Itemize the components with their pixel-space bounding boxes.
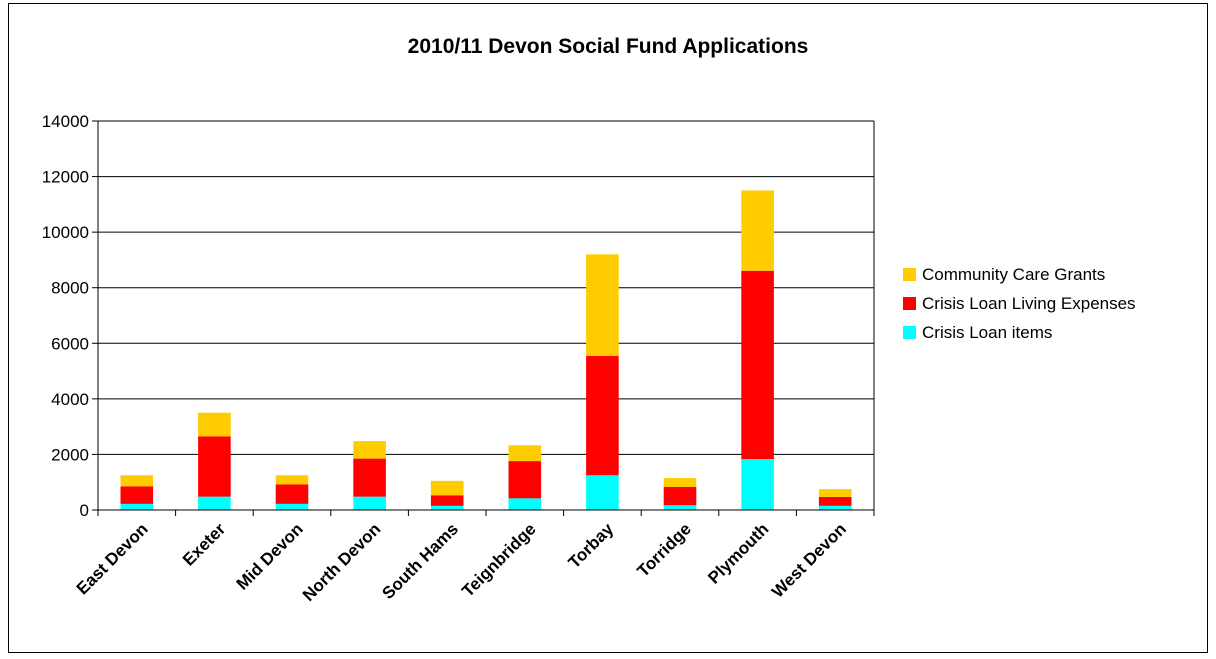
y-tick-label: 14000: [42, 112, 89, 131]
x-tick-label: Mid Devon: [233, 519, 307, 593]
x-tick-label: South Hams: [378, 519, 462, 603]
bar-segment: [430, 480, 464, 496]
legend-label: Crisis Loan items: [922, 323, 1052, 342]
y-tick-label: 8000: [51, 279, 89, 298]
bar-segment: [120, 475, 154, 487]
bar-segment: [198, 436, 231, 497]
x-tick-label: Plymouth: [704, 519, 772, 587]
y-tick-label: 0: [80, 501, 89, 520]
x-tick-label: Teignbridge: [458, 519, 539, 600]
bar-segment: [275, 484, 309, 504]
y-tick-label: 4000: [51, 390, 89, 409]
bar-segment: [353, 458, 386, 497]
bar-segment: [120, 503, 154, 510]
bar-segment: [586, 475, 619, 510]
bar-segment: [818, 505, 852, 510]
legend: Community Care Grants Crisis Loan Living …: [903, 265, 1136, 342]
x-tick-label: West Devon: [768, 519, 850, 601]
y-tick-label: 10000: [42, 223, 89, 242]
x-tick-label: East Devon: [73, 519, 152, 598]
bar-segment: [818, 489, 852, 497]
bar-segment: [508, 498, 542, 510]
bar-segment: [508, 445, 542, 462]
x-tick-label: Torridge: [634, 519, 695, 580]
bar-segment: [353, 496, 386, 510]
x-tick-label: Exeter: [179, 519, 229, 569]
chart-title: 2010/11 Devon Social Fund Applications: [408, 35, 809, 58]
bar-segment: [508, 461, 542, 499]
bar-segment: [198, 412, 231, 437]
y-tick-label: 12000: [42, 168, 89, 187]
x-tick-label: Torbay: [565, 519, 618, 572]
bar-segment: [741, 270, 774, 460]
bar-segment: [663, 486, 697, 506]
x-tick-label: North Devon: [299, 519, 385, 605]
bar-segment: [586, 254, 619, 356]
bar-segment: [430, 505, 464, 510]
bar-segment: [120, 486, 154, 504]
bar-segment: [430, 495, 464, 506]
bar-segment: [275, 503, 309, 510]
legend-swatch: [903, 297, 916, 310]
bar-segment: [663, 478, 697, 487]
y-tick-label: 6000: [51, 334, 89, 353]
bar-segment: [198, 496, 231, 510]
y-tick-label: 2000: [51, 445, 89, 464]
legend-swatch: [903, 268, 916, 281]
plot-area: 0 2000 4000 6000 8000 10000 12000 14000 East Dev…: [42, 112, 875, 605]
bar-segment: [741, 190, 774, 271]
bar-segment: [663, 505, 697, 510]
bar-segment: [353, 441, 386, 459]
bar-segment: [586, 355, 619, 476]
bar-segment: [741, 459, 774, 510]
bar-segment: [818, 496, 852, 506]
legend-label: Crisis Loan Living Expenses: [922, 294, 1136, 313]
legend-swatch: [903, 326, 916, 339]
bar-segment: [275, 475, 309, 485]
legend-label: Community Care Grants: [922, 265, 1105, 284]
